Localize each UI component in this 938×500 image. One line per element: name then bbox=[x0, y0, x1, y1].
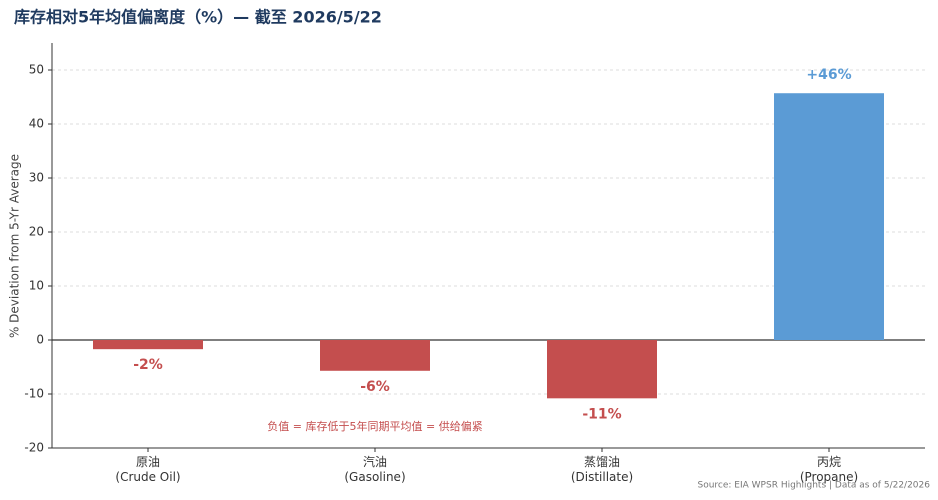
value-label: -6% bbox=[360, 379, 390, 395]
y-tick-label: 10 bbox=[29, 279, 44, 293]
y-tick-label: 20 bbox=[29, 225, 44, 239]
y-axis-label: % Deviation from 5-Yr Average bbox=[8, 154, 22, 338]
y-tick-label: 30 bbox=[29, 171, 44, 185]
y-tick-label: -10 bbox=[24, 387, 44, 401]
y-tick-label: 50 bbox=[29, 63, 44, 77]
bar bbox=[320, 340, 430, 371]
annotation: 负值 = 库存低于5年同期平均值 = 供给偏紧 bbox=[267, 419, 482, 433]
value-label: -2% bbox=[133, 357, 163, 373]
x-tick-label: 原油 (Crude Oil) bbox=[115, 455, 181, 484]
bar bbox=[774, 93, 884, 340]
y-tick-label: -20 bbox=[24, 441, 44, 455]
y-tick-label: 0 bbox=[36, 333, 44, 347]
bar bbox=[93, 340, 203, 350]
chart-title: 库存相对5年均值偏离度（%）— 截至 2026/5/22 bbox=[14, 8, 382, 27]
source: Source: EIA WPSR Highlights | Data as of… bbox=[698, 481, 931, 491]
y-tick-label: 40 bbox=[29, 117, 44, 131]
x-tick-label: 蒸馏油 (Distillate) bbox=[570, 455, 634, 484]
value-label: -11% bbox=[582, 406, 621, 422]
value-label: +46% bbox=[806, 67, 851, 83]
x-tick-label: 丙烷 (Propane) bbox=[799, 455, 859, 484]
x-tick-label: 汽油 (Gasoline) bbox=[344, 455, 406, 484]
bar bbox=[547, 340, 657, 399]
